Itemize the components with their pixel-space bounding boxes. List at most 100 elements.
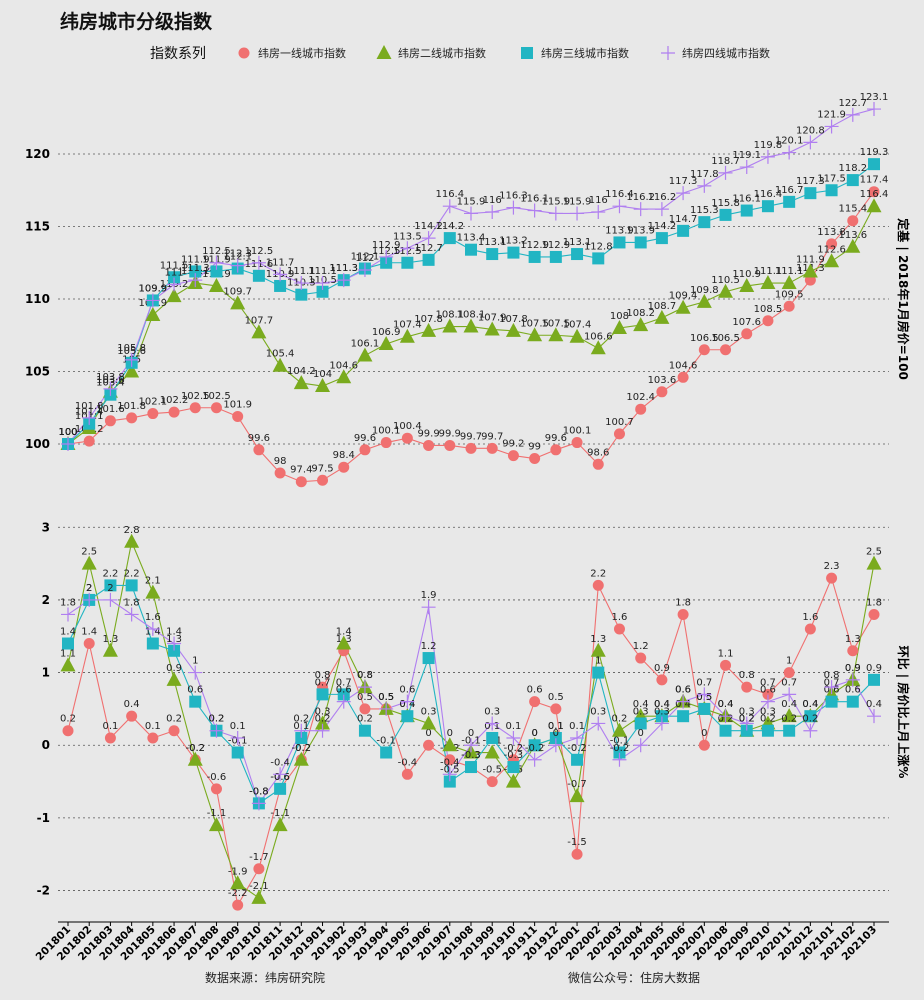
data-point (718, 165, 733, 180)
data-point (442, 199, 457, 214)
data-point (82, 410, 97, 425)
data-label: 0.2 (209, 714, 225, 725)
data-label: 0.3 (760, 706, 776, 717)
data-label: 0.8 (357, 670, 373, 681)
data-point (60, 657, 76, 672)
data-point (124, 533, 140, 548)
data-label: -0.4 (270, 757, 290, 768)
data-label: 0.1 (548, 721, 564, 732)
data-label: 2.3 (824, 561, 840, 572)
data-point (782, 687, 797, 702)
data-point (357, 680, 372, 695)
data-label: 109.9 (139, 283, 168, 294)
data-point (357, 347, 373, 362)
data-point (697, 687, 712, 702)
data-label: 115.8 (711, 198, 740, 209)
data-point (293, 751, 309, 766)
data-point (868, 673, 880, 686)
data-label: 107.6 (732, 317, 761, 328)
data-point (295, 288, 308, 301)
data-point (188, 665, 203, 680)
data-label: 102.5 (202, 391, 231, 402)
data-label: 0.7 (781, 677, 797, 688)
data-point (783, 724, 796, 737)
data-label: 111.3 (329, 263, 358, 274)
data-point (443, 775, 456, 788)
data-label: 0.2 (293, 714, 309, 725)
legend-item: 纬房二线城市指数 (376, 45, 486, 60)
data-point (825, 695, 838, 708)
data-point (613, 623, 625, 635)
data-point (168, 271, 181, 284)
data-point (825, 184, 838, 197)
data-point (485, 716, 500, 731)
data-label: 111.1 (775, 266, 804, 277)
data-label: 116 (589, 195, 608, 206)
data-point (422, 652, 435, 665)
data-label: 106.5 (690, 333, 719, 344)
data-label: -0.5 (482, 765, 502, 776)
data-point (804, 187, 817, 200)
data-label: 107.7 (245, 315, 274, 326)
data-label: 116 (483, 195, 502, 206)
data-label: 0.9 (866, 663, 882, 674)
data-label: 119.8 (754, 140, 783, 151)
data-label: 0.4 (802, 699, 818, 710)
data-point (633, 738, 648, 753)
data-point (783, 667, 795, 679)
legend-label: 纬房二线城市指数 (398, 46, 486, 60)
data-label: 100.1 (563, 426, 592, 437)
data-point (338, 461, 350, 473)
data-label: 102.5 (181, 391, 210, 402)
data-label: -0.2 (610, 743, 630, 754)
data-label: 116.4 (754, 189, 783, 200)
data-label: 107.9 (478, 312, 507, 323)
data-label: 107.5 (542, 318, 571, 329)
data-point (251, 796, 266, 811)
data-point (145, 293, 160, 308)
data-point (826, 572, 838, 584)
data-label: 0.9 (166, 663, 182, 674)
data-point (824, 680, 839, 695)
data-point (677, 371, 689, 383)
data-label: 97.5 (311, 463, 333, 474)
data-point (104, 415, 116, 427)
data-label: 111.1 (308, 266, 337, 277)
data-point (336, 369, 352, 384)
legend-label: 纬房三线城市指数 (541, 46, 629, 60)
data-label: 2 (86, 583, 92, 594)
data-label: 1.3 (590, 634, 606, 645)
data-point (61, 437, 75, 451)
data-point (760, 149, 775, 164)
data-point (293, 375, 309, 390)
data-label: 0.1 (102, 721, 118, 732)
data-label: 2 (86, 583, 92, 594)
data-label: 99.9 (439, 428, 461, 439)
x-axis: 2018012018022018032018042018052018062018… (34, 921, 889, 963)
data-label: 100 (58, 427, 77, 438)
data-label: 107.4 (563, 320, 592, 331)
data-label: 109.8 (690, 285, 719, 296)
data-label: 0.6 (675, 685, 691, 696)
data-point (209, 723, 224, 738)
data-label: 2.2 (590, 568, 606, 579)
data-point (124, 607, 139, 622)
data-point (166, 288, 182, 303)
data-label: 115.9 (542, 196, 571, 207)
data-point (867, 102, 881, 117)
data-label: 115.3 (690, 205, 719, 216)
data-label: -0.8 (249, 786, 269, 797)
data-label: 112.6 (817, 244, 846, 255)
y-tick-label: 100 (25, 437, 50, 451)
data-point (316, 688, 329, 701)
data-point (232, 410, 244, 422)
data-point (868, 608, 880, 620)
data-point (591, 716, 606, 731)
data-label: 0.7 (696, 677, 712, 688)
data-point (423, 739, 435, 751)
data-point (590, 340, 606, 355)
data-point (550, 703, 562, 715)
data-label: -0.7 (567, 779, 587, 790)
data-point (486, 776, 498, 788)
data-label: 1.4 (60, 627, 76, 638)
